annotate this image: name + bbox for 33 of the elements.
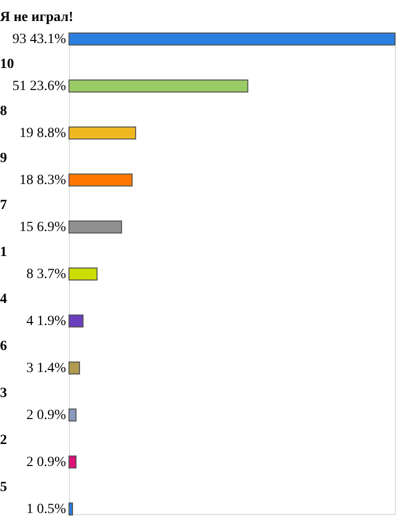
y-tick-label: 3	[0, 386, 7, 401]
y-tick-label: Я не играл!	[0, 10, 74, 25]
bar	[68, 362, 80, 374]
y-tick-label: 8	[0, 104, 7, 119]
bar	[68, 268, 98, 280]
y-tick-label: 4	[0, 292, 7, 307]
data-label: 2 0.9%	[26, 455, 66, 470]
data-label: 4 1.9%	[26, 314, 66, 329]
bar	[68, 32, 396, 46]
y-tick-label: 1	[0, 245, 7, 260]
data-label: 8 3.7%	[26, 267, 66, 282]
bar	[68, 408, 77, 422]
y-tick-label: 10	[0, 57, 14, 72]
data-label: 2 0.9%	[26, 408, 66, 423]
data-label: 15 6.9%	[19, 220, 66, 235]
data-label: 18 8.3%	[19, 173, 66, 188]
data-label: 1 0.5%	[26, 502, 66, 517]
data-label: 93 43.1%	[12, 32, 66, 47]
y-tick-label: 6	[0, 339, 7, 354]
y-tick-label: 2	[0, 433, 7, 448]
bar	[68, 80, 248, 92]
bar	[68, 502, 74, 516]
bar	[68, 456, 77, 468]
y-tick-label: 5	[0, 480, 7, 495]
bar	[68, 314, 84, 328]
y-tick-label: 9	[0, 151, 7, 166]
bar	[68, 174, 133, 186]
data-label: 51 23.6%	[12, 79, 66, 94]
data-label: 19 8.8%	[19, 126, 66, 141]
data-label: 3 1.4%	[26, 361, 66, 376]
y-tick-label: 7	[0, 198, 7, 213]
bar	[68, 126, 136, 140]
bar	[68, 220, 122, 234]
